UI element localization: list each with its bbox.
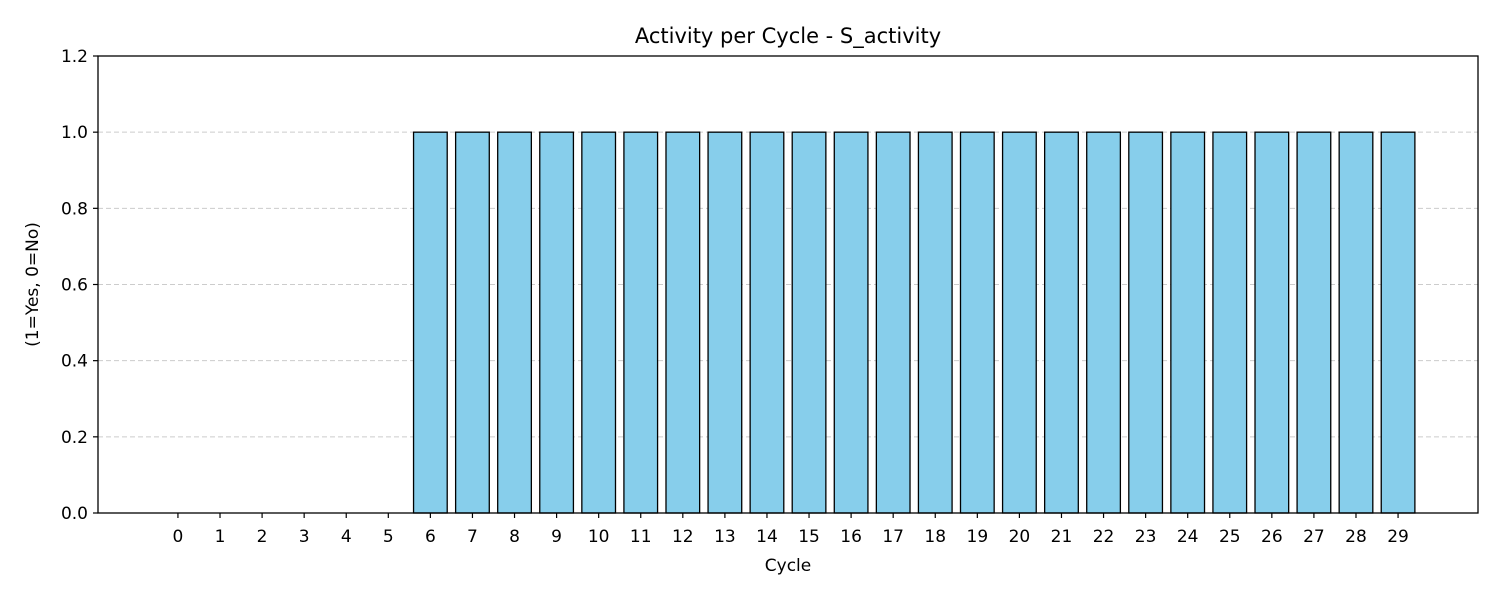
x-axis-ticks: 0 1 2 3 4 5 6 7 8 9 10 11 12 13 14 15 16 17 18 19 20 21 22 23 24… [173, 513, 1409, 547]
x-tick-label-1: 1 [215, 527, 226, 547]
x-tick-label-9: 9 [551, 527, 562, 547]
x-tick-label-11: 11 [630, 527, 652, 547]
bar-cycle-27 [1296, 131, 1332, 514]
x-tick-label-2: 2 [257, 527, 268, 547]
bar-cycle-7 [454, 131, 490, 514]
y-tick-label-0: 0.0 [61, 504, 88, 524]
bar-cycle-18 [917, 131, 953, 514]
grid-lines [98, 131, 1478, 438]
bar-cycle-23 [1128, 131, 1164, 514]
bar-cycle-14 [749, 131, 785, 514]
x-tick-label-26: 26 [1261, 527, 1283, 547]
bar-cycle-6 [412, 131, 448, 514]
x-tick-label-19: 19 [967, 527, 989, 547]
x-tick-label-13: 13 [714, 527, 736, 547]
chart-title: Activity per Cycle - S_activity [635, 24, 941, 49]
bar-cycle-11 [623, 131, 659, 514]
y-axis-ticks: 0.0 0.2 0.4 0.6 0.8 1.0 1.2 [61, 47, 98, 524]
x-tick-label-6: 6 [425, 527, 436, 547]
y-tick-label-2: 0.4 [61, 352, 88, 372]
x-tick-label-18: 18 [924, 527, 946, 547]
bar-cycle-20 [1001, 131, 1037, 514]
x-tick-label-24: 24 [1177, 527, 1199, 547]
bar-cycle-9 [539, 131, 575, 514]
y-tick-label-4: 0.8 [61, 199, 88, 219]
x-tick-label-23: 23 [1135, 527, 1157, 547]
x-tick-label-12: 12 [672, 527, 694, 547]
x-axis-title: Cycle [765, 556, 811, 576]
y-tick-label-3: 0.6 [61, 276, 88, 296]
x-tick-label-21: 21 [1051, 527, 1073, 547]
x-tick-label-17: 17 [882, 527, 904, 547]
bar-cycle-10 [581, 131, 617, 514]
bar-cycle-17 [875, 131, 911, 514]
bar-cycle-25 [1212, 131, 1248, 514]
x-tick-label-20: 20 [1009, 527, 1031, 547]
x-tick-label-29: 29 [1387, 527, 1409, 547]
x-tick-label-4: 4 [341, 527, 352, 547]
bar-cycle-16 [833, 131, 869, 514]
bar-cycle-26 [1254, 131, 1290, 514]
bars [412, 131, 1416, 514]
x-tick-label-5: 5 [383, 527, 394, 547]
bar-cycle-29 [1380, 131, 1416, 514]
bar-cycle-24 [1170, 131, 1206, 514]
x-tick-label-15: 15 [798, 527, 820, 547]
bar-cycle-21 [1043, 131, 1079, 514]
x-tick-label-3: 3 [299, 527, 310, 547]
y-tick-label-6: 1.2 [61, 47, 88, 67]
x-tick-label-10: 10 [588, 527, 610, 547]
x-tick-label-16: 16 [840, 527, 862, 547]
bar-cycle-28 [1338, 131, 1374, 514]
x-tick-label-22: 22 [1093, 527, 1115, 547]
bar-cycle-22 [1086, 131, 1122, 514]
y-tick-label-1: 0.2 [61, 428, 88, 448]
x-tick-label-27: 27 [1303, 527, 1325, 547]
bar-cycle-13 [707, 131, 743, 514]
x-tick-label-8: 8 [509, 527, 520, 547]
y-axis-title: (1=Yes, 0=No) [23, 222, 43, 347]
bar-cycle-15 [791, 131, 827, 514]
y-tick-label-5: 1.0 [61, 123, 88, 143]
x-tick-label-0: 0 [173, 527, 184, 547]
x-tick-label-14: 14 [756, 527, 778, 547]
bar-cycle-12 [665, 131, 701, 514]
x-tick-label-7: 7 [467, 527, 478, 547]
x-tick-label-28: 28 [1345, 527, 1367, 547]
bar-cycle-8 [497, 131, 533, 514]
bar-cycle-19 [959, 131, 995, 514]
x-tick-label-25: 25 [1219, 527, 1241, 547]
